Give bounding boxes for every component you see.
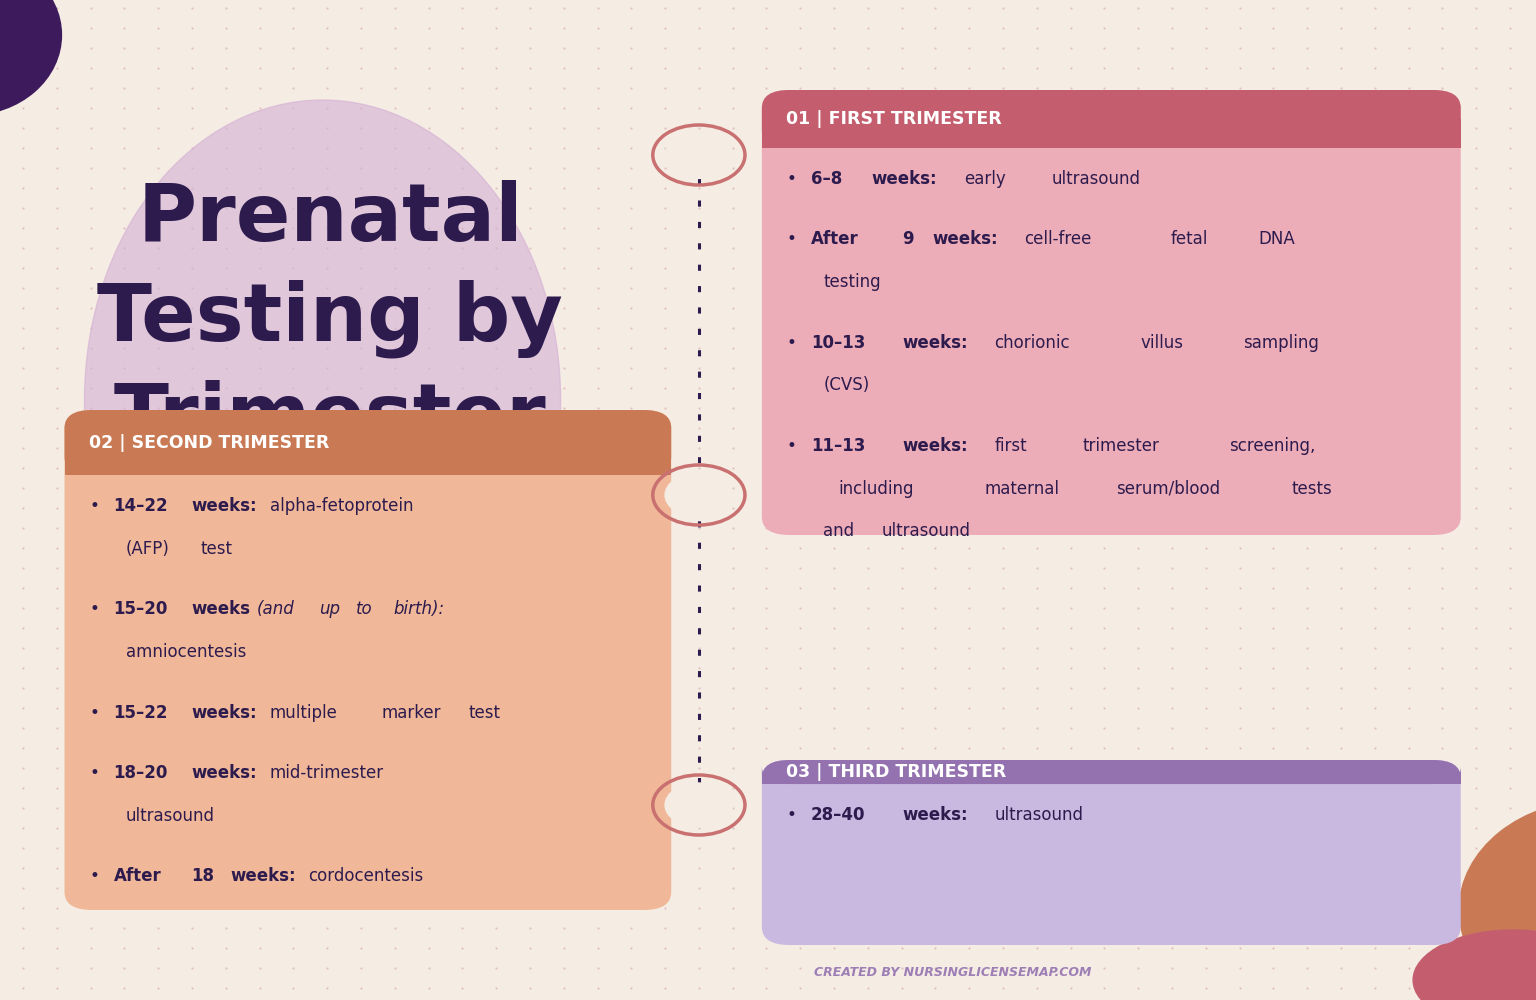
Ellipse shape — [1413, 930, 1536, 1000]
Text: screening,: screening, — [1229, 437, 1315, 455]
Text: •: • — [786, 230, 796, 248]
Text: fetal: fetal — [1170, 230, 1209, 248]
Text: weeks:: weeks: — [192, 764, 257, 782]
Text: 18: 18 — [192, 867, 215, 885]
FancyBboxPatch shape — [65, 410, 671, 475]
Circle shape — [665, 133, 733, 177]
Text: serum/blood: serum/blood — [1115, 480, 1220, 498]
Text: •: • — [89, 704, 98, 722]
Text: •: • — [786, 806, 796, 824]
Text: (and: (and — [257, 600, 295, 618]
Text: 15–20: 15–20 — [114, 600, 167, 618]
Text: amniocentesis: amniocentesis — [126, 643, 246, 661]
Text: 28–40: 28–40 — [811, 806, 865, 824]
Text: to: to — [356, 600, 373, 618]
Text: trimester: trimester — [1083, 437, 1160, 455]
Text: (AFP): (AFP) — [126, 540, 170, 558]
Text: •: • — [786, 437, 796, 455]
Text: weeks: weeks — [192, 600, 250, 618]
Text: multiple: multiple — [270, 704, 338, 722]
Text: DNA: DNA — [1258, 230, 1295, 248]
Text: Trimester: Trimester — [114, 380, 547, 458]
Text: 6–8: 6–8 — [811, 170, 842, 188]
Bar — [762, 119, 1461, 148]
Text: Testing by: Testing by — [97, 280, 564, 359]
Text: Prenatal: Prenatal — [137, 180, 524, 258]
Text: testing: testing — [823, 273, 882, 291]
Circle shape — [665, 473, 733, 517]
Text: mid-trimester: mid-trimester — [270, 764, 384, 782]
Text: sampling: sampling — [1243, 334, 1319, 352]
Text: cordocentesis: cordocentesis — [309, 867, 424, 885]
Text: After: After — [811, 230, 859, 248]
Text: •: • — [786, 170, 796, 188]
FancyBboxPatch shape — [762, 90, 1461, 535]
Text: After: After — [114, 867, 161, 885]
Text: •: • — [89, 867, 98, 885]
FancyBboxPatch shape — [762, 760, 1461, 784]
FancyBboxPatch shape — [762, 760, 1461, 945]
Bar — [65, 443, 671, 475]
FancyBboxPatch shape — [65, 410, 671, 910]
Text: tests: tests — [1292, 480, 1332, 498]
Circle shape — [665, 783, 733, 827]
Text: chorionic: chorionic — [995, 334, 1071, 352]
Text: 10–13: 10–13 — [811, 334, 865, 352]
Text: weeks:: weeks: — [872, 170, 937, 188]
Text: •: • — [89, 764, 98, 782]
Text: ultrasound: ultrasound — [126, 807, 215, 825]
Text: birth):: birth): — [393, 600, 444, 618]
Text: maternal: maternal — [985, 480, 1060, 498]
Text: 15–22: 15–22 — [114, 704, 167, 722]
Ellipse shape — [84, 100, 561, 700]
Text: and: and — [823, 522, 854, 540]
Text: ultrasound: ultrasound — [1052, 170, 1141, 188]
Bar — [762, 772, 1461, 784]
Text: weeks:: weeks: — [903, 806, 968, 824]
Text: (CVS): (CVS) — [823, 376, 869, 394]
Text: alpha-fetoprotein: alpha-fetoprotein — [270, 497, 413, 515]
Text: first: first — [995, 437, 1028, 455]
Text: 11–13: 11–13 — [811, 437, 865, 455]
Text: 14–22: 14–22 — [114, 497, 169, 515]
Text: weeks:: weeks: — [932, 230, 998, 248]
Text: weeks:: weeks: — [192, 704, 257, 722]
Text: cell-free: cell-free — [1025, 230, 1092, 248]
Text: ultrasound: ultrasound — [995, 806, 1083, 824]
Text: test: test — [468, 704, 501, 722]
Text: ultrasound: ultrasound — [882, 522, 971, 540]
Text: 18–20: 18–20 — [114, 764, 167, 782]
Text: 02 | SECOND TRIMESTER: 02 | SECOND TRIMESTER — [89, 434, 329, 452]
FancyBboxPatch shape — [762, 90, 1461, 148]
Text: •: • — [89, 600, 98, 618]
Text: CREATED BY NURSINGLICENSEMAP.COM: CREATED BY NURSINGLICENSEMAP.COM — [814, 966, 1091, 978]
Text: 03 | THIRD TRIMESTER: 03 | THIRD TRIMESTER — [786, 763, 1006, 781]
Ellipse shape — [0, 0, 61, 115]
Text: villus: villus — [1141, 334, 1184, 352]
Ellipse shape — [1459, 800, 1536, 1000]
Text: test: test — [201, 540, 232, 558]
Text: weeks:: weeks: — [230, 867, 295, 885]
Text: including: including — [839, 480, 914, 498]
Text: marker: marker — [381, 704, 441, 722]
Text: •: • — [786, 334, 796, 352]
Text: weeks:: weeks: — [192, 497, 257, 515]
Text: weeks:: weeks: — [903, 334, 968, 352]
Text: weeks:: weeks: — [903, 437, 968, 455]
Text: •: • — [89, 497, 98, 515]
Text: 01 | FIRST TRIMESTER: 01 | FIRST TRIMESTER — [786, 110, 1001, 128]
Text: up: up — [319, 600, 339, 618]
Text: early: early — [965, 170, 1006, 188]
Text: 9: 9 — [903, 230, 914, 248]
